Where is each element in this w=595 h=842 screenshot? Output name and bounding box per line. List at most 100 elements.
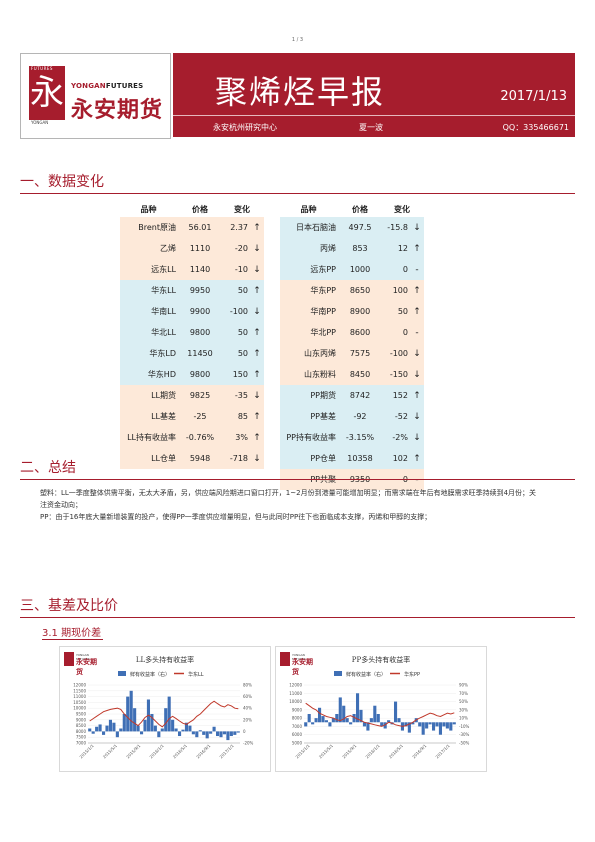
summary-text: 塑料：LL一季度整体供需平衡，无太大矛盾，另，供应端风险期进口窗口打开，1~2月… xyxy=(40,487,540,523)
table-row: LL期货 9825 -35 ↓ xyxy=(120,385,264,406)
row-arrow: ↓ xyxy=(410,406,424,427)
y-left-tick: 7500 xyxy=(76,735,87,740)
report-date: 2017/1/13 xyxy=(500,89,567,104)
chart-svg: 华东LL 鲜有收益率（右） 1200011500110001050010000950… xyxy=(73,671,254,760)
row-price: 853 xyxy=(340,238,380,259)
y-left-tick: 11000 xyxy=(73,694,86,699)
bar-mark xyxy=(226,731,230,741)
row-price: 9950 xyxy=(180,280,220,301)
row-price: 56.01 xyxy=(180,217,220,238)
table-row: 丙烯 853 12 ↑ xyxy=(280,238,424,259)
row-name: 远东LL xyxy=(120,259,180,280)
y-left-tick: 7000 xyxy=(292,724,303,729)
bar-mark xyxy=(205,731,209,739)
x-tick: 2016/5/1 xyxy=(388,743,405,760)
row-name: PP期货 xyxy=(280,385,340,406)
bar-mark xyxy=(342,705,346,723)
author: 夏一波 xyxy=(359,123,383,132)
x-tick: 2017/1/1 xyxy=(434,743,451,760)
row-price: 9800 xyxy=(180,322,220,343)
y-left-tick: 8000 xyxy=(292,716,303,721)
row-arrow: ↑ xyxy=(410,301,424,322)
table-row: LL基差 -25 85 ↑ xyxy=(120,406,264,427)
row-name: 华南PP xyxy=(280,301,340,322)
row-change: 85 xyxy=(220,406,250,427)
subsection-heading-spread: 3.1 期现价差 xyxy=(42,624,104,640)
y-right-tick: -10% xyxy=(459,724,470,729)
bar-mark xyxy=(352,714,356,723)
row-arrow: ↓ xyxy=(410,364,424,385)
bar-mark xyxy=(191,731,195,735)
row-arrow: ↓ xyxy=(250,385,264,406)
bar-mark xyxy=(219,731,223,738)
row-arrow: ↑ xyxy=(250,217,264,238)
y-right-tick: 10% xyxy=(459,716,468,721)
bar-mark xyxy=(362,722,367,727)
bar-mark xyxy=(198,730,202,732)
x-tick: 2017/1/1 xyxy=(218,743,235,760)
y-right-tick: -30% xyxy=(459,732,470,737)
row-arrow: ↓ xyxy=(250,448,264,469)
bar-mark xyxy=(233,731,237,735)
row-arrow: ↓ xyxy=(250,301,264,322)
bar-mark xyxy=(133,708,137,732)
row-name: LL持有收益率 xyxy=(120,427,180,448)
bar-mark xyxy=(331,718,335,723)
page-number: 1 / 3 xyxy=(291,37,304,43)
bar-mark xyxy=(108,719,113,732)
row-arrow: ↑ xyxy=(410,238,424,259)
bar-mark xyxy=(387,720,391,723)
row-arrow: ↑ xyxy=(410,280,424,301)
x-tick: 2016/9/1 xyxy=(195,743,212,760)
y-left-tick: 6000 xyxy=(292,732,303,737)
y-right-tick: 20% xyxy=(243,717,252,722)
bar-mark xyxy=(445,722,449,729)
row-arrow: ↓ xyxy=(250,238,264,259)
row-price: 7575 xyxy=(340,343,380,364)
y-right-tick: 90% xyxy=(459,683,468,688)
row-arrow: ↑ xyxy=(250,427,264,448)
bar-mark xyxy=(373,705,377,723)
row-name: 远东PP xyxy=(280,259,340,280)
row-arrow: ↓ xyxy=(410,427,424,448)
logo-chinese: 永安期货 xyxy=(71,98,164,123)
bar-mark xyxy=(115,731,119,738)
chart-pp-carry-yield: YONGAN FUTURES 永安期货 PP多头持有收益率 华东PP 鲜有收益率（… xyxy=(275,646,487,772)
summary-pp: PP：由于16年底大量新增装置的投产，使得PP一季度供应增量明显，但与此同时PP… xyxy=(40,513,432,521)
legend-swatch xyxy=(118,671,126,676)
bar-mark xyxy=(139,731,144,735)
row-change: -52 xyxy=(380,406,410,427)
bar-mark xyxy=(418,722,422,727)
x-tick: 2016/9/1 xyxy=(411,743,428,760)
table-row: 山东粉料 8450 -150 ↓ xyxy=(280,364,424,385)
bar-mark xyxy=(407,722,411,733)
bar-mark xyxy=(311,722,315,725)
bar-mark xyxy=(449,722,453,731)
section-heading-data: 一、数据变化 xyxy=(20,171,575,194)
x-tick: 2016/1/1 xyxy=(364,743,381,760)
x-tick: 2016/5/1 xyxy=(172,743,189,760)
bar-mark xyxy=(383,722,387,729)
row-arrow: - xyxy=(410,259,424,280)
bar-mark xyxy=(188,725,192,732)
table-row: 山东丙烯 7575 -100 ↓ xyxy=(280,343,424,364)
row-price: -92 xyxy=(340,406,380,427)
bar-mark xyxy=(345,718,349,723)
bar-mark xyxy=(304,722,308,727)
bar-mark xyxy=(355,693,360,723)
row-price: -0.76% xyxy=(180,427,220,448)
bar-mark xyxy=(209,731,213,734)
table-row: 华东LL 9950 50 ↑ xyxy=(120,280,264,301)
row-price: 11450 xyxy=(180,343,220,364)
legend-label: 华东LL xyxy=(188,671,204,678)
row-change: -100 xyxy=(380,343,410,364)
y-right-tick: 80% xyxy=(243,683,252,688)
series-line xyxy=(305,702,455,727)
row-name: PP持有收益率 xyxy=(280,427,340,448)
bar-mark xyxy=(397,718,401,723)
bar-mark xyxy=(435,722,439,727)
table-row: Brent原油 56.01 2.37 ↑ xyxy=(120,217,264,238)
row-price: -25 xyxy=(180,406,220,427)
series-line xyxy=(89,700,239,728)
row-name: PP仓单 xyxy=(280,448,340,469)
